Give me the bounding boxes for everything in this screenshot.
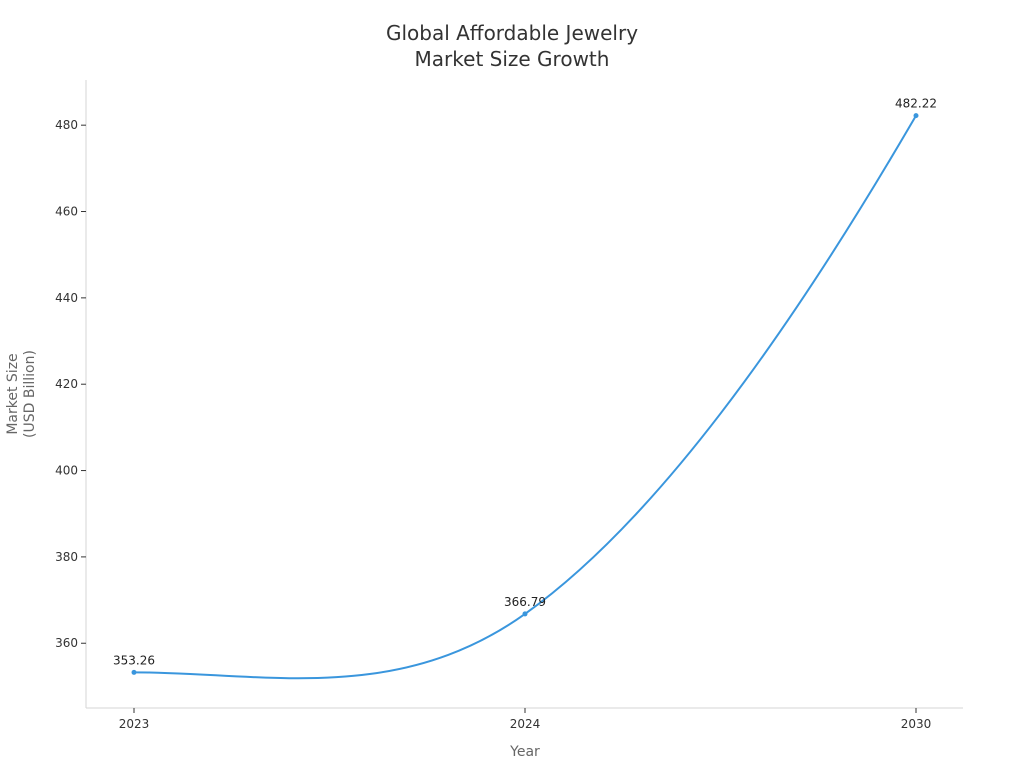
chart-title-line-2: Market Size Growth [415, 47, 610, 71]
y-tick-label: 440 [55, 291, 78, 305]
series-layer [131, 113, 919, 680]
data-label: 353.26 [113, 653, 155, 667]
data-label: 366.79 [504, 595, 546, 609]
x-axis-title: Year [509, 744, 540, 760]
y-tick-label: 380 [55, 550, 78, 564]
y-axis-title-line-2: (USD Billion) [22, 350, 38, 438]
data-label: 482.22 [895, 97, 937, 111]
series-line-0 [133, 115, 917, 680]
data-point [913, 113, 919, 119]
x-tick-label: 2023 [119, 717, 150, 731]
x-tick-label: 2024 [510, 717, 541, 731]
data-label-layer: 353.26 366.79 482.22 [113, 97, 937, 668]
y-tick-label: 420 [55, 377, 78, 391]
data-point [522, 611, 528, 617]
y-axis-title: Market Size (USD Billion) [5, 350, 38, 438]
y-tick-label: 460 [55, 205, 78, 219]
y-axis-title-line-1: Market Size [5, 353, 21, 434]
y-tick-label: 400 [55, 464, 78, 478]
y-tick-label: 480 [55, 118, 78, 132]
data-point [131, 669, 137, 675]
x-axis-ticks: 2023 2024 2030 [119, 708, 932, 731]
y-axis-ticks: 360 380 400 420 440 460 480 [55, 118, 86, 650]
chart-title-line-1: Global Affordable Jewelry [386, 21, 638, 45]
y-tick-label: 360 [55, 636, 78, 650]
x-tick-label: 2030 [901, 717, 932, 731]
